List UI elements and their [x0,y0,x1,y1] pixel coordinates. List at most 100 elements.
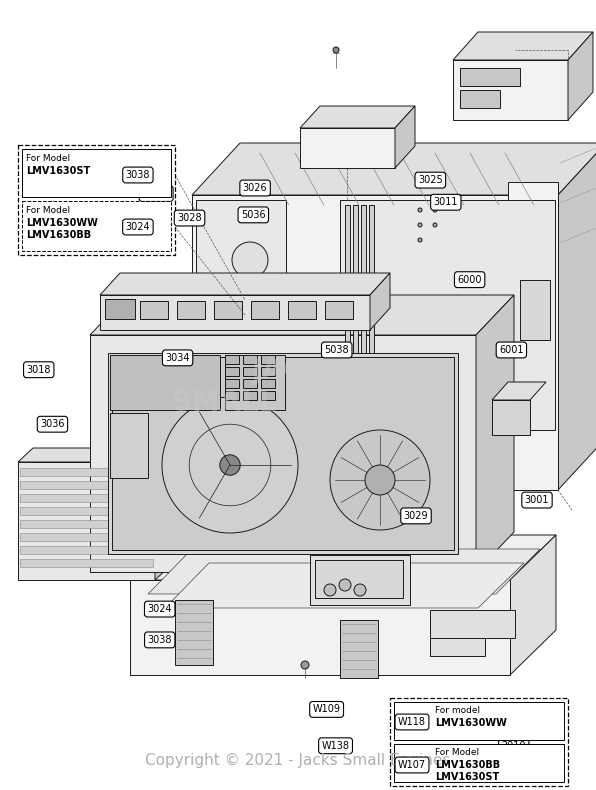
Circle shape [433,208,437,212]
Bar [310,555,410,605]
Text: W138: W138 [322,741,349,750]
Text: W118: W118 [142,189,170,198]
Circle shape [365,465,395,495]
Text: LMV1630ST: LMV1630ST [26,166,90,176]
Text: 3001: 3001 [524,495,550,505]
Polygon shape [492,382,546,400]
Circle shape [162,397,298,533]
Bar [315,560,403,598]
Bar [105,299,135,319]
Bar [225,355,239,364]
Polygon shape [100,273,390,295]
Polygon shape [492,400,530,435]
Polygon shape [192,143,596,195]
Bar [345,205,350,425]
Bar [460,68,520,86]
Text: 3034: 3034 [165,353,190,363]
Bar [112,357,454,550]
Bar [22,201,171,251]
Bar [22,149,171,197]
Polygon shape [130,580,510,675]
Bar [261,367,275,376]
Bar [20,494,153,502]
Text: For Model: For Model [26,206,70,215]
Text: For Model: For Model [435,748,479,757]
Text: 3028: 3028 [177,213,202,223]
Polygon shape [568,32,593,120]
Polygon shape [148,549,540,594]
Bar [243,379,257,388]
Text: 5038: 5038 [324,345,349,355]
Polygon shape [508,182,558,490]
Bar [20,507,153,515]
Text: 5036: 5036 [241,210,266,220]
Polygon shape [90,335,476,572]
Text: 6001: 6001 [499,345,524,355]
Text: JACKS
SMALL ENGINES: JACKS SMALL ENGINES [172,357,424,417]
Bar [361,205,366,425]
Text: For Model: For Model [26,154,70,163]
Bar [177,301,205,319]
Circle shape [418,208,422,212]
Circle shape [333,47,339,53]
Polygon shape [100,295,370,330]
Text: LMV1630ST: LMV1630ST [435,772,499,782]
Text: 3010: 3010 [501,741,526,750]
Polygon shape [453,60,568,120]
Text: W118: W118 [398,717,426,727]
Text: 3024: 3024 [147,604,172,614]
Polygon shape [130,535,556,580]
Text: 3029: 3029 [403,511,429,521]
Bar [110,413,148,478]
Bar [225,379,239,388]
Bar [108,353,458,554]
Bar [243,355,257,364]
Circle shape [220,455,240,476]
Polygon shape [18,462,155,580]
Text: For model: For model [435,706,480,715]
Polygon shape [192,195,558,490]
Circle shape [354,584,366,596]
Bar [325,301,353,319]
Text: W107: W107 [398,760,426,770]
Bar [20,546,153,554]
Text: 3038: 3038 [126,170,150,180]
Bar [110,355,220,410]
Bar [196,200,286,430]
Circle shape [418,223,422,227]
Bar [261,391,275,400]
Text: W109: W109 [313,705,340,714]
Bar [20,533,153,541]
Text: 3026: 3026 [243,183,268,193]
Circle shape [324,584,336,596]
Text: 3036: 3036 [40,419,65,429]
Polygon shape [558,143,596,490]
Polygon shape [510,535,556,675]
Bar [520,280,550,340]
Bar [353,205,358,425]
Circle shape [433,223,437,227]
Bar [243,367,257,376]
Bar [460,90,500,108]
Text: LMV1630BB: LMV1630BB [435,760,500,770]
Text: 6000: 6000 [457,275,482,284]
Bar [430,610,515,638]
Bar [340,620,378,678]
Polygon shape [395,106,415,168]
Bar [20,468,153,476]
Bar [430,638,485,656]
Bar [225,367,239,376]
Bar [175,600,213,665]
Bar [394,702,564,740]
Circle shape [330,430,430,530]
Text: 3018: 3018 [26,365,51,374]
Polygon shape [165,563,524,608]
Bar [140,301,168,319]
Bar [288,301,316,319]
Text: 3038: 3038 [147,635,172,645]
Polygon shape [300,128,395,168]
Polygon shape [18,448,170,462]
Polygon shape [370,273,390,330]
Bar [390,698,568,786]
Bar [20,481,153,489]
